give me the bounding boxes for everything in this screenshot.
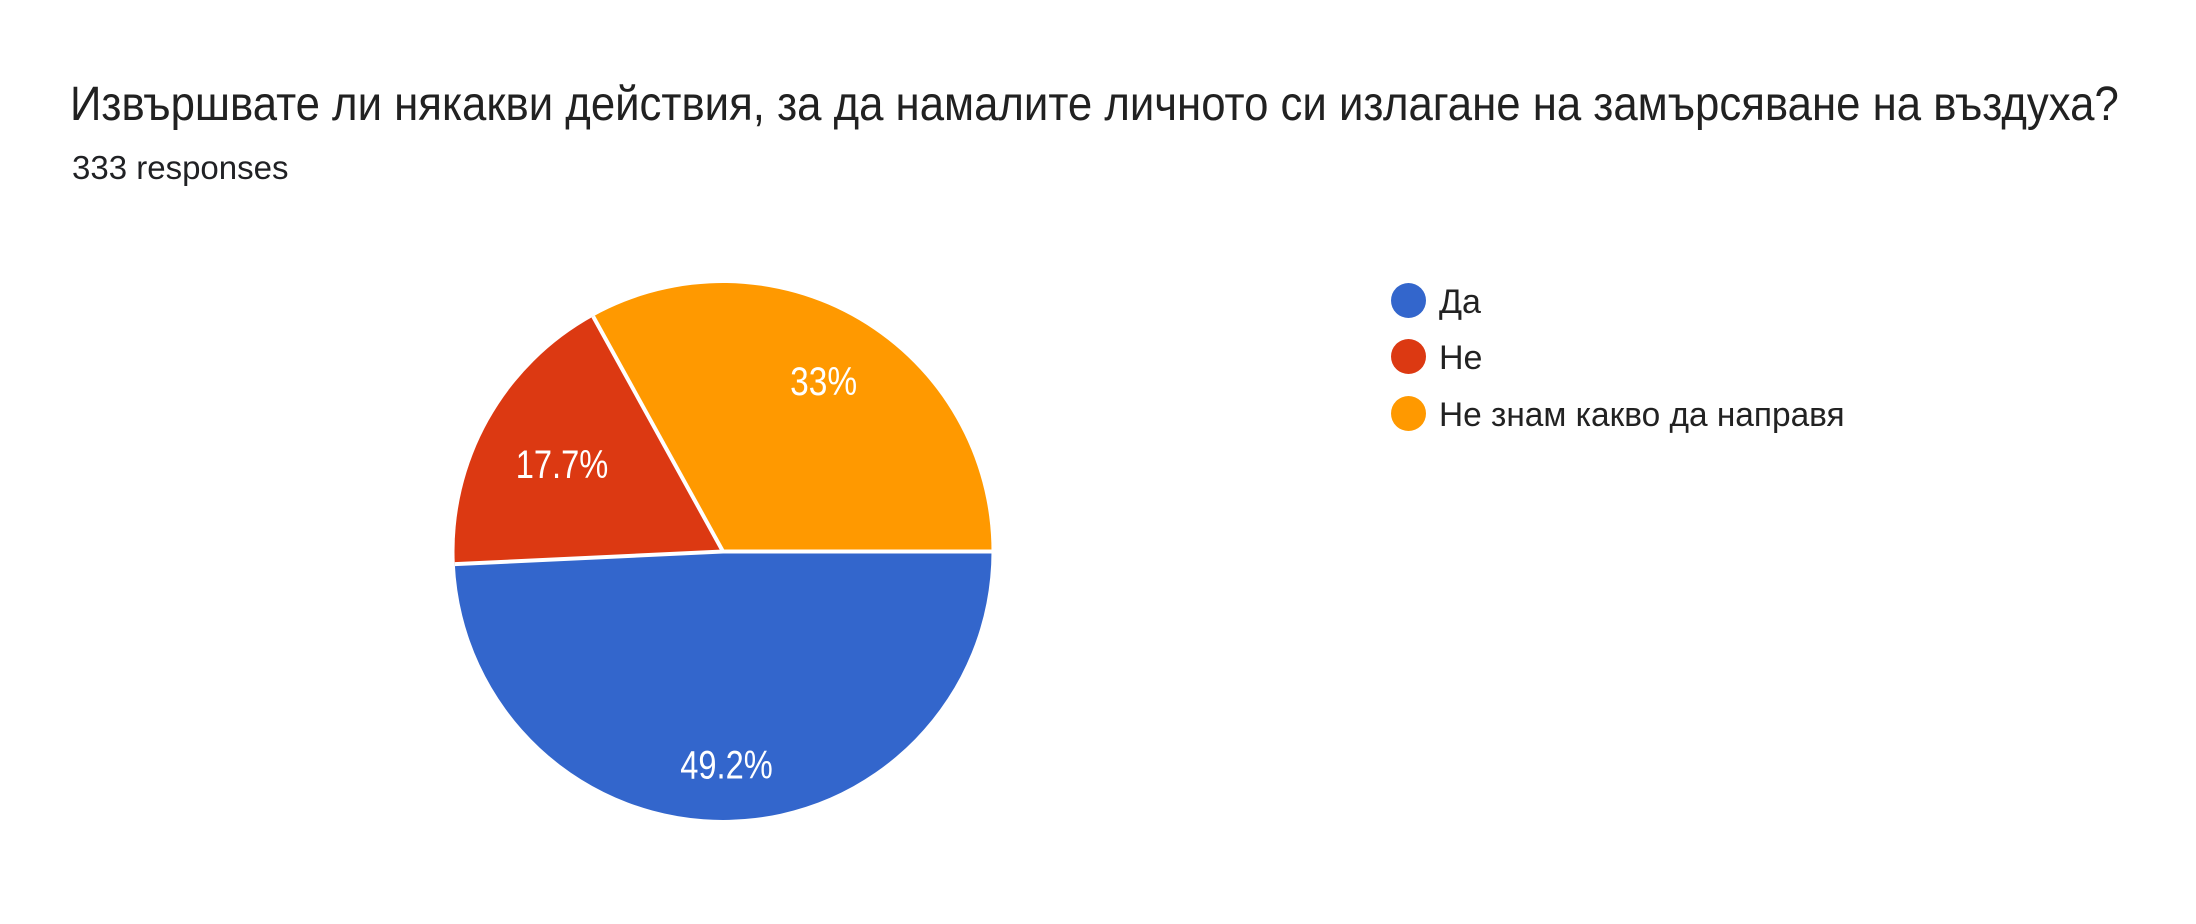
svg-text:17.7%: 17.7% [516, 443, 609, 487]
svg-text:33%: 33% [790, 360, 857, 404]
svg-text:49.2%: 49.2% [680, 744, 773, 788]
